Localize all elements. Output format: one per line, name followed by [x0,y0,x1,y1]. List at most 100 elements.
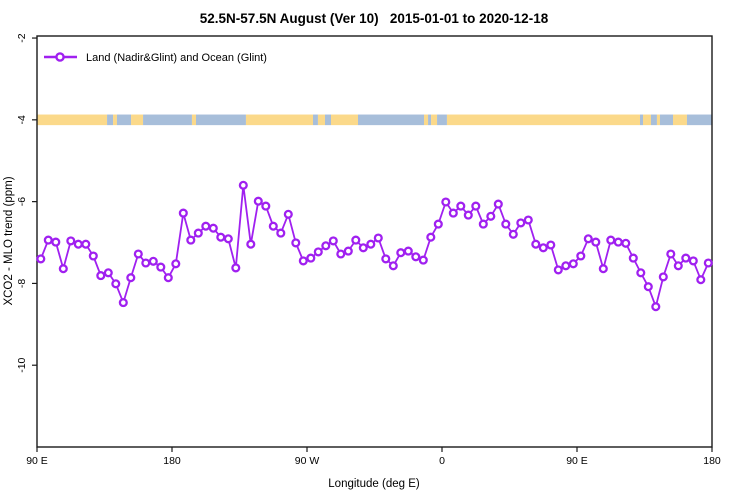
data-point [133,249,143,259]
land-strip-segment [113,114,117,126]
data-point [696,275,706,285]
data-point [688,256,698,266]
plot-area: 90 E 180 90 W 0 90 E 180 -2 -4 -6 -8 -10 [16,33,721,467]
data-point [163,273,173,283]
land-strip-segment [37,114,108,126]
data-point [673,261,683,271]
data-point [261,201,271,211]
plot-border [36,35,713,448]
data-point [538,243,548,253]
data-point [568,259,578,269]
data-point [193,228,203,238]
data-point [388,261,398,271]
data-point [111,279,121,289]
data-point [201,221,211,231]
data-point [531,239,541,249]
land-strip-segment [245,114,313,126]
data-point [546,240,556,250]
x-tick-label: 180 [163,455,181,467]
data-point [231,263,241,273]
data-point [223,234,233,244]
land-strip-segment [656,114,660,126]
data-point [448,208,458,218]
data-point [306,253,316,263]
x-axis-label: Longitude (deg E) [328,478,420,490]
data-point [171,259,181,269]
data-point [583,234,593,244]
data-point [681,253,691,263]
x-tick-label: 90 W [295,455,320,467]
ocean-strip-segment [313,114,318,126]
data-point [208,223,218,233]
data-point [411,252,421,262]
data-point [58,264,68,274]
data-point [553,265,563,275]
data-point [426,232,436,242]
data-point [501,219,511,229]
data-point [51,237,61,247]
data-point [366,239,376,249]
land-strip-segment [673,114,687,126]
data-point [298,256,308,266]
ocean-strip-segment [659,114,673,126]
data-point [126,273,136,283]
data-point [576,251,586,261]
data-point [433,219,443,229]
data-point [73,239,83,249]
data-point [178,208,188,218]
ocean-strip-segment [107,114,114,126]
data-point [381,254,391,264]
data-point [351,235,361,245]
chart-title: 52.5N-57.5N August (Ver 10) 2015-01-01 t… [200,11,549,26]
land-strip-segment [424,114,429,126]
data-point [291,238,301,248]
data-point [81,239,91,249]
data-point [373,233,383,243]
land-strip-segment [446,114,640,126]
land-strip-segment [317,114,325,126]
data-point [666,249,676,259]
x-tick-label: 90 E [26,455,48,467]
data-point [313,247,323,257]
data-point [658,272,668,282]
data-point [186,235,196,245]
ocean-strip-segment [116,114,132,126]
data-point [471,201,481,211]
x-tick-label: 0 [439,455,445,467]
data-point [141,258,151,268]
data-point [336,249,346,259]
y-tick-label: -10 [16,357,28,372]
data-point [628,253,638,263]
y-tick-label: -6 [16,197,28,206]
data-point [651,302,661,312]
ocean-strip-segment [358,114,424,126]
y-tick-label: -2 [16,33,28,42]
data-point [328,236,338,246]
legend: Land (Nadir&Glint) and Ocean (Glint) [44,52,267,64]
data-point [403,246,413,256]
data-point [561,261,571,271]
data-point [118,298,128,308]
ocean-strip-segment [640,114,643,126]
data-point [418,255,428,265]
data-point [66,236,76,246]
land-strip-segment [191,114,196,126]
land-strip-segment [431,114,438,126]
land-strip-segment [131,114,144,126]
data-point [486,211,496,221]
data-point [456,201,466,211]
y-tick-label: -8 [16,279,28,288]
data-point [103,268,113,278]
x-tick-label: 90 E [566,455,588,467]
data-point [396,248,406,258]
data-point [216,232,226,242]
data-point [523,215,533,225]
data-point [268,221,278,231]
data-point [246,239,256,249]
data-point [156,262,166,272]
ocean-strip-segment [325,114,331,126]
legend-marker-icon [55,52,65,62]
data-point [478,219,488,229]
